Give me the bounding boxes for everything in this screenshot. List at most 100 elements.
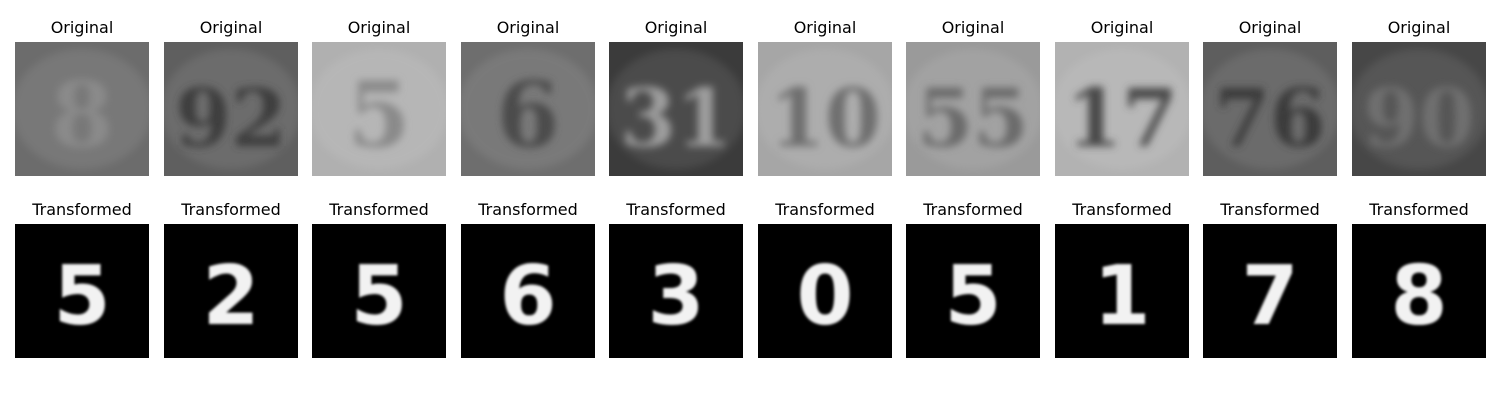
- digit-glyph: 5: [350, 249, 407, 344]
- image-shading: [461, 49, 595, 169]
- digit-glyph: 76: [1214, 71, 1325, 165]
- digit-glyph: 8: [51, 62, 114, 168]
- original-digit-image: 10: [758, 42, 892, 176]
- digit-thumbnail: 55: [906, 42, 1040, 176]
- panel-title: Original: [347, 18, 411, 37]
- transformed-panel: Transformed 5: [906, 196, 1040, 358]
- original-digit-image: 76: [1203, 42, 1337, 176]
- original-panel: Original 8: [15, 14, 149, 176]
- digit-thumbnail: 3: [609, 224, 743, 358]
- panel-title: Original: [1238, 18, 1302, 37]
- digit-thumbnail: 2: [164, 224, 298, 358]
- panel-title: Transformed: [923, 200, 1023, 219]
- digit-glyph: 5: [53, 249, 110, 344]
- transformed-digit-image: 2: [164, 224, 298, 358]
- digit-thumbnail: 5: [312, 42, 446, 176]
- image-background: [1203, 224, 1337, 358]
- image-shading: [906, 49, 1040, 169]
- transformed-panel: Transformed 0: [758, 196, 892, 358]
- transformed-panel: Transformed 3: [609, 196, 743, 358]
- panel-title: Transformed: [1072, 200, 1172, 219]
- transformed-digit-image: 5: [906, 224, 1040, 358]
- digit-thumbnail: 31: [609, 42, 743, 176]
- original-panel: Original 76: [1203, 14, 1337, 176]
- transformed-panel: Transformed 6: [461, 196, 595, 358]
- panel-title: Original: [496, 18, 560, 37]
- digit-glyph: 0: [796, 249, 853, 344]
- panel-title: Transformed: [181, 200, 281, 219]
- digit-glyph: 8: [1390, 249, 1447, 344]
- image-background: [1352, 224, 1486, 358]
- panel-title: Transformed: [626, 200, 726, 219]
- panel-title: Original: [50, 18, 114, 37]
- image-shading: [1055, 49, 1189, 169]
- panel-title: Original: [644, 18, 708, 37]
- original-row: Original 8 Original 92 Original 5 Original 6 Ori…: [0, 14, 1500, 176]
- transformed-panel: Transformed 5: [15, 196, 149, 358]
- panel-title: Original: [199, 18, 263, 37]
- digit-thumbnail: 1: [1055, 224, 1189, 358]
- transformed-digit-image: 0: [758, 224, 892, 358]
- transformed-digit-image: 1: [1055, 224, 1189, 358]
- transformed-panel: Transformed 2: [164, 196, 298, 358]
- panel-title: Transformed: [1220, 200, 1320, 219]
- panel-title: Transformed: [329, 200, 429, 219]
- digit-thumbnail: 5: [312, 224, 446, 358]
- transformed-panel: Transformed 8: [1352, 196, 1486, 358]
- digit-glyph: 92: [175, 71, 286, 165]
- digit-thumbnail: 6: [461, 42, 595, 176]
- panel-title: Original: [1387, 18, 1451, 37]
- transformed-panel: Transformed 5: [312, 196, 446, 358]
- digit-thumbnail: 0: [758, 224, 892, 358]
- digit-glyph: 5: [348, 62, 411, 168]
- digit-thumbnail: 7: [1203, 224, 1337, 358]
- original-digit-image: 55: [906, 42, 1040, 176]
- digit-glyph: 31: [620, 71, 731, 165]
- image-shading: [15, 49, 149, 169]
- digit-glyph: 7: [1241, 249, 1298, 344]
- image-shading: [164, 49, 298, 169]
- digit-glyph: 3: [647, 249, 704, 344]
- image-background: [461, 224, 595, 358]
- digit-glyph: 6: [497, 62, 560, 168]
- transformed-digit-image: 6: [461, 224, 595, 358]
- original-digit-image: 17: [1055, 42, 1189, 176]
- panel-title: Original: [1090, 18, 1154, 37]
- image-shading: [312, 49, 446, 169]
- original-panel: Original 31: [609, 14, 743, 176]
- original-digit-image: 8: [15, 42, 149, 176]
- original-panel: Original 55: [906, 14, 1040, 176]
- image-background: [758, 224, 892, 358]
- digit-glyph: 90: [1363, 71, 1474, 165]
- transformed-digit-image: 7: [1203, 224, 1337, 358]
- original-digit-image: 92: [164, 42, 298, 176]
- panel-title: Transformed: [32, 200, 132, 219]
- transformed-panel: Transformed 1: [1055, 196, 1189, 358]
- original-panel: Original 10: [758, 14, 892, 176]
- image-background: [1055, 224, 1189, 358]
- transformed-row: Transformed 5 Transformed 2 Transformed 5 Tran…: [0, 196, 1500, 358]
- digit-thumbnail: 17: [1055, 42, 1189, 176]
- original-panel: Original 92: [164, 14, 298, 176]
- digit-thumbnail: 76: [1203, 42, 1337, 176]
- digit-thumbnail: 5: [906, 224, 1040, 358]
- transformed-digit-image: 3: [609, 224, 743, 358]
- original-panel: Original 17: [1055, 14, 1189, 176]
- original-digit-image: 31: [609, 42, 743, 176]
- panel-title: Original: [941, 18, 1005, 37]
- original-panel: Original 5: [312, 14, 446, 176]
- digit-glyph: 17: [1066, 71, 1177, 165]
- panel-title: Transformed: [478, 200, 578, 219]
- digit-glyph: 10: [769, 71, 880, 165]
- image-shading: [609, 49, 743, 169]
- image-background: [164, 224, 298, 358]
- digit-thumbnail: 90: [1352, 42, 1486, 176]
- digit-thumbnail: 8: [1352, 224, 1486, 358]
- digit-glyph: 2: [202, 249, 259, 344]
- image-background: [312, 224, 446, 358]
- digit-glyph: 5: [944, 249, 1001, 344]
- image-background: [609, 224, 743, 358]
- image-shading: [758, 49, 892, 169]
- original-digit-image: 5: [312, 42, 446, 176]
- original-panel: Original 90: [1352, 14, 1486, 176]
